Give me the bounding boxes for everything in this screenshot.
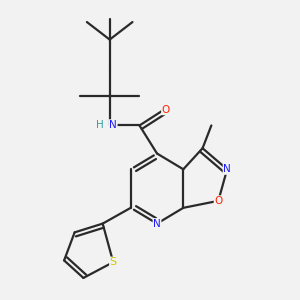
Text: N: N xyxy=(109,120,117,130)
Text: O: O xyxy=(162,105,170,115)
Text: N: N xyxy=(223,164,231,174)
Text: S: S xyxy=(110,257,117,267)
Text: N: N xyxy=(153,219,161,229)
Text: O: O xyxy=(214,196,223,206)
Text: H: H xyxy=(96,120,104,130)
